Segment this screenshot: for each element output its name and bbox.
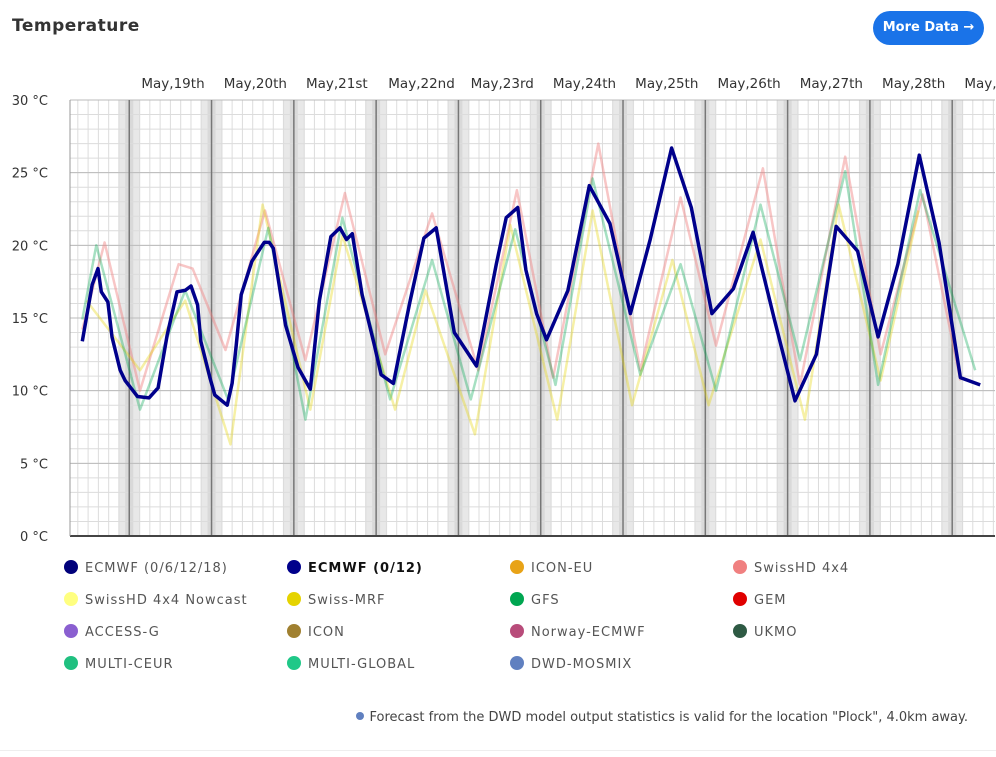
legend-swatch xyxy=(733,592,747,606)
legend-label: ACCESS-G xyxy=(85,625,160,640)
y-tick-label: 5 °C xyxy=(20,457,48,472)
legend-swatch xyxy=(287,656,301,670)
legend-swatch xyxy=(510,624,524,638)
legend-swatch xyxy=(287,560,301,574)
y-tick-label: 0 °C xyxy=(20,530,48,545)
x-tick-label: May,24th xyxy=(553,76,616,92)
legend-swatch xyxy=(510,560,524,574)
legend-swatch xyxy=(287,592,301,606)
legend-label: MULTI-CEUR xyxy=(85,657,174,672)
y-tick-label: 15 °C xyxy=(12,312,48,327)
x-tick-label: May, xyxy=(964,76,996,92)
legend-label: ECMWF (0/12) xyxy=(308,561,423,576)
x-tick-label: May,26th xyxy=(717,76,780,92)
footnote: Forecast from the DWD model output stati… xyxy=(356,710,968,725)
x-tick-label: May,19th xyxy=(141,76,204,92)
legend-label: Norway-ECMWF xyxy=(531,625,646,640)
footnote-dot xyxy=(356,712,365,720)
x-tick-label: May,25th xyxy=(635,76,698,92)
legend-label: GEM xyxy=(754,593,787,608)
legend-label: Swiss-MRF xyxy=(308,593,385,608)
legend-swatch xyxy=(64,656,78,670)
chart: 0 °C 5 °C 10 °C 15 °C 20 °C 25 °C 30 °C May,19t… xyxy=(12,76,996,672)
series-line xyxy=(81,142,962,392)
legend-swatch xyxy=(64,592,78,606)
legend-swatch xyxy=(287,624,301,638)
x-tick-label: May,20th xyxy=(224,76,287,92)
legend-label: GFS xyxy=(531,593,560,608)
legend-swatch xyxy=(64,624,78,638)
legend-swatch xyxy=(733,560,747,574)
series-line xyxy=(85,203,920,446)
plot-background xyxy=(70,99,995,537)
y-tick-label: 20 °C xyxy=(12,239,48,254)
x-tick-label: May,28th xyxy=(882,76,945,92)
legend-label: SwissHD 4x4 xyxy=(754,561,849,576)
plot-lines xyxy=(80,142,981,446)
y-tick-label: 10 °C xyxy=(12,385,48,400)
legend-label: ICON-EU xyxy=(531,561,593,576)
legend-swatch xyxy=(510,656,524,670)
legend-swatch xyxy=(733,624,747,638)
more-data-button[interactable]: More Data → xyxy=(873,11,984,45)
legend-swatch xyxy=(510,592,524,606)
legend-label: ICON xyxy=(308,625,345,640)
y-tick-label: 25 °C xyxy=(12,167,48,182)
x-tick-label: May,23rd xyxy=(471,76,534,92)
legend-swatch xyxy=(64,560,78,574)
x-tick-label: May,21st xyxy=(306,76,368,92)
legend-label: ECMWF (0/6/12/18) xyxy=(85,561,228,576)
page-title: Temperature xyxy=(12,16,140,36)
legend-label: DWD-MOSMIX xyxy=(531,657,632,672)
legend-label: SwissHD 4x4 Nowcast xyxy=(85,593,248,608)
x-tick-label: May,22nd xyxy=(388,76,455,92)
series-line xyxy=(80,146,981,407)
footnote-text: Forecast from the DWD model output stati… xyxy=(369,710,968,725)
legend-label: MULTI-GLOBAL xyxy=(308,657,415,672)
series-line xyxy=(81,169,977,421)
bottom-rule xyxy=(0,750,996,751)
axes: 0 °C 5 °C 10 °C 15 °C 20 °C 25 °C 30 °C May,19t… xyxy=(12,76,996,672)
legend-label: UKMO xyxy=(754,625,798,640)
y-tick-label: 30 °C xyxy=(12,94,48,109)
x-tick-label: May,27th xyxy=(800,76,863,92)
